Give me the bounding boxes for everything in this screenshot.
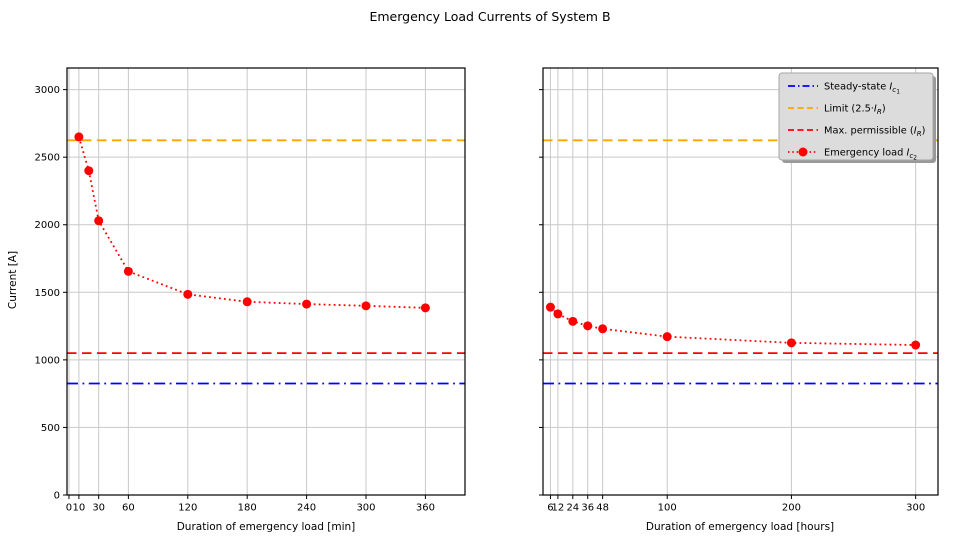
- emergency-load-hours-marker: [911, 340, 921, 350]
- emergency-load-hours-line: [549, 306, 916, 346]
- legend-box: [778, 72, 934, 161]
- x-tick-label: 30: [92, 503, 105, 514]
- emergency-load-hours-marker: [598, 324, 608, 334]
- emergency-load-min-marker: [84, 166, 94, 176]
- chart-title: Emergency Load Currents of System B: [369, 9, 611, 24]
- legend-entry-label: Max. permissible (IR): [824, 126, 925, 139]
- x-axis-label-minutes: Duration of emergency load [min]: [176, 521, 356, 533]
- y-tick-label: 500: [41, 423, 60, 434]
- x-tick-label: 60: [122, 503, 135, 514]
- x-tick-label: 100: [658, 503, 677, 514]
- x-tick-label: 180: [238, 503, 257, 514]
- x-tick-label: 360: [416, 503, 435, 514]
- emergency-load-min-marker: [420, 303, 430, 313]
- emergency-load-hours-marker: [786, 338, 796, 348]
- legend-entry-label: Steady-state Ic1: [824, 82, 900, 96]
- emergency-load-min-marker: [94, 216, 104, 226]
- x-tick-label: 48: [596, 503, 609, 514]
- emergency-load-min-marker: [361, 301, 371, 311]
- legend-sample-marker: [798, 147, 808, 157]
- x-tick-label: 12: [552, 503, 565, 514]
- x-tick-label: 10: [73, 503, 86, 514]
- y-axis-label: Current [A]: [7, 250, 19, 310]
- emergency-load-hours-marker: [553, 309, 563, 319]
- legend-entry-label: Emergency load Ic2: [824, 148, 917, 162]
- x-tick-label: 6: [547, 503, 553, 514]
- emergency-load-min-marker: [123, 266, 133, 276]
- emergency-load-min-marker: [242, 297, 252, 307]
- y-tick-label: 0: [54, 491, 60, 502]
- x-tick-label: 200: [782, 503, 801, 514]
- axes-border: [66, 67, 466, 496]
- plot-area: [67, 68, 465, 495]
- x-tick-label: 24: [566, 503, 579, 514]
- emergency-load-hours-marker: [583, 321, 593, 331]
- x-axis-label-hours: Duration of emergency load [hours]: [645, 521, 835, 533]
- x-tick-label: 300: [356, 503, 375, 514]
- emergency-load-min-marker: [74, 132, 84, 142]
- emergency-load-hours-marker: [662, 332, 672, 342]
- x-tick-label: 0: [66, 503, 72, 514]
- legend-entry-label: Limit (2.5·IR): [824, 104, 886, 117]
- x-tick-label: 120: [178, 503, 197, 514]
- y-tick-label: 1000: [35, 355, 60, 366]
- x-tick-label: 300: [906, 503, 925, 514]
- axes-border: [542, 67, 939, 496]
- y-tick-label: 3000: [35, 85, 60, 96]
- emergency-load-min-marker: [183, 289, 193, 299]
- emergency-load-min-marker: [302, 299, 312, 309]
- x-tick-label: 36: [581, 503, 594, 514]
- x-tick-label: 240: [297, 503, 316, 514]
- y-tick-label: 1500: [35, 288, 60, 299]
- emergency-load-hours-marker: [545, 302, 555, 312]
- y-tick-label: 2000: [35, 220, 60, 231]
- emergency-load-hours-marker: [568, 316, 578, 326]
- y-tick-label: 2500: [35, 153, 60, 164]
